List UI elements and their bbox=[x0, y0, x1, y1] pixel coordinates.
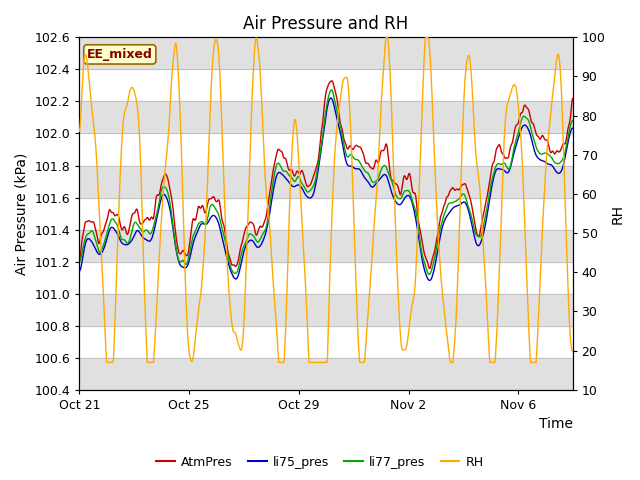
Bar bbox=[79, 358, 573, 390]
Text: EE_mixed: EE_mixed bbox=[87, 48, 153, 61]
Bar bbox=[79, 37, 573, 70]
Bar bbox=[79, 166, 573, 198]
X-axis label: Time: Time bbox=[538, 418, 573, 432]
Y-axis label: RH: RH bbox=[611, 204, 625, 224]
Legend: AtmPres, li75_pres, li77_pres, RH: AtmPres, li75_pres, li77_pres, RH bbox=[152, 451, 488, 474]
Title: Air Pressure and RH: Air Pressure and RH bbox=[243, 15, 408, 33]
Y-axis label: Air Pressure (kPa): Air Pressure (kPa) bbox=[15, 152, 29, 275]
Bar bbox=[79, 294, 573, 326]
Bar bbox=[79, 101, 573, 133]
Bar bbox=[79, 229, 573, 262]
